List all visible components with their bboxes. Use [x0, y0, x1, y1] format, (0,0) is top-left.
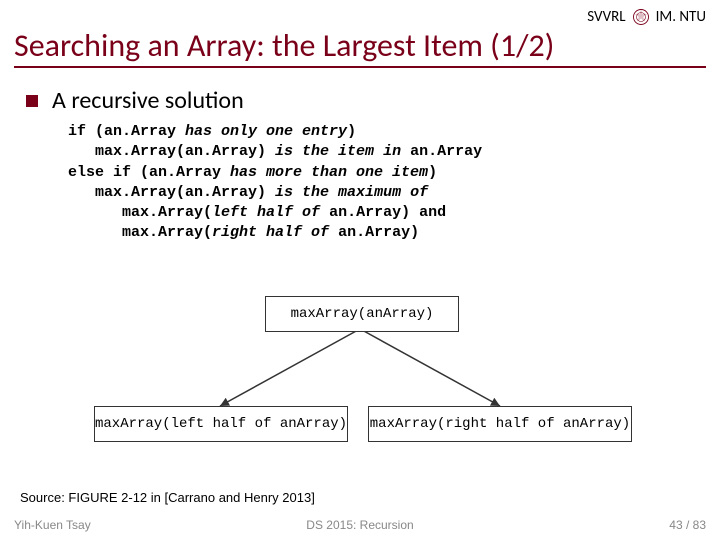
- page-sep: /: [683, 518, 693, 532]
- figure-source: Source: FIGURE 2-12 in [Carrano and Henr…: [20, 490, 315, 505]
- code-line-2: max.Array(an.Array) is the item in an.Ar…: [68, 142, 482, 162]
- header-left-label: SVVRL: [587, 8, 625, 26]
- code-line-4: max.Array(an.Array) is the maximum of: [68, 183, 482, 203]
- bullet-row: A recursive solution: [26, 86, 244, 115]
- bullet-icon: [26, 95, 38, 107]
- header-right: SVVRL IM. NTU: [587, 8, 706, 26]
- bullet-text: A recursive solution: [52, 86, 244, 115]
- recursion-diagram: maxArray(anArray) maxArray(left half of …: [100, 288, 620, 458]
- slide: SVVRL IM. NTU Searching an Array: the La…: [0, 0, 720, 540]
- diagram-box-top: maxArray(anArray): [265, 296, 459, 332]
- title-underline: [14, 66, 706, 68]
- footer-course: DS 2015: Recursion: [306, 518, 413, 532]
- footer-author: Yih-Kuen Tsay: [14, 518, 91, 532]
- code-line-3: else if (an.Array has more than one item…: [68, 163, 482, 183]
- diagram-box-right: maxArray(right half of anArray): [368, 406, 632, 442]
- header-right-label: IM. NTU: [656, 8, 706, 26]
- code-line-6: max.Array(right half of an.Array): [68, 223, 482, 243]
- code-block: if (an.Array has only one entry) max.Arr…: [68, 122, 482, 244]
- institution-logo-icon: [632, 8, 650, 26]
- page-current: 43: [669, 518, 682, 532]
- page-total: 83: [693, 518, 706, 532]
- code-line-1: if (an.Array has only one entry): [68, 122, 482, 142]
- diagram-box-left: maxArray(left half of anArray): [94, 406, 348, 442]
- footer-page: 43 / 83: [669, 518, 706, 532]
- page-title: Searching an Array: the Largest Item (1/…: [14, 26, 554, 65]
- code-line-5: max.Array(left half of an.Array) and: [68, 203, 482, 223]
